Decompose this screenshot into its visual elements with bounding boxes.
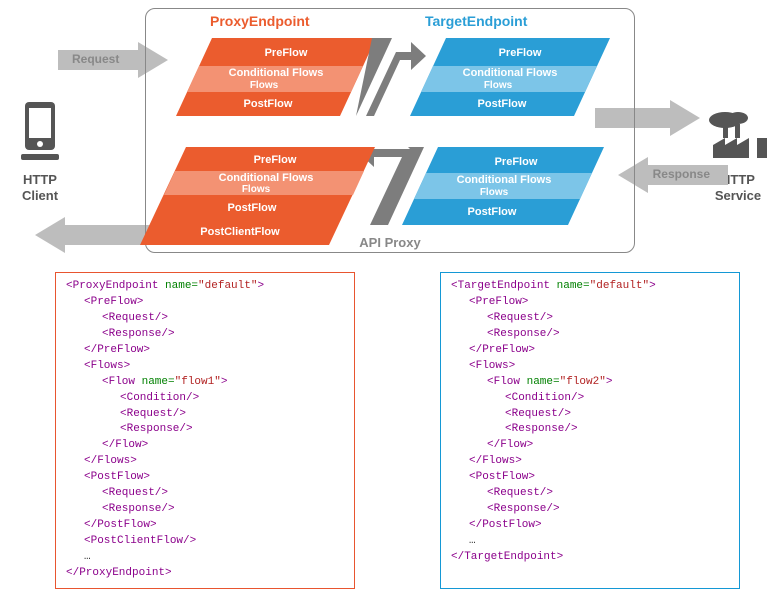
target-response-block: PreFlow Conditional Flows Flows PostFlow bbox=[402, 147, 604, 225]
svg-text:Conditional Flows: Conditional Flows bbox=[229, 67, 324, 79]
svg-text:Conditional Flows: Conditional Flows bbox=[457, 174, 552, 186]
svg-text:PreFlow: PreFlow bbox=[254, 154, 297, 166]
svg-text:Flows: Flows bbox=[250, 80, 279, 91]
svg-text:PreFlow: PreFlow bbox=[265, 47, 308, 59]
svg-text:PostFlow: PostFlow bbox=[468, 206, 517, 218]
svg-text:PostFlow: PostFlow bbox=[244, 98, 293, 110]
request-label: Request bbox=[72, 52, 119, 66]
response-label: Response bbox=[653, 167, 710, 181]
svg-text:Flows: Flows bbox=[242, 184, 271, 195]
proxy-endpoint-code: <ProxyEndpoint name="default"> <PreFlow>… bbox=[55, 272, 355, 589]
svg-text:PostFlow: PostFlow bbox=[228, 202, 277, 214]
svg-text:Flows: Flows bbox=[480, 187, 509, 198]
flow-diagram: HTTPClient HTTPService Request bbox=[0, 0, 783, 260]
svg-text:Flows: Flows bbox=[484, 80, 513, 91]
svg-text:Conditional Flows: Conditional Flows bbox=[463, 67, 558, 79]
svg-text:PostFlow: PostFlow bbox=[478, 98, 527, 110]
svg-text:PostClientFlow: PostClientFlow bbox=[200, 226, 280, 238]
proxy-endpoint-header: ProxyEndpoint bbox=[210, 13, 310, 29]
code-section: <ProxyEndpoint name="default"> <PreFlow>… bbox=[55, 272, 755, 589]
diagram-root: HTTPClient HTTPService Request bbox=[0, 0, 783, 545]
target-endpoint-header: TargetEndpoint bbox=[425, 13, 527, 29]
proxy-response-block: PreFlow Conditional Flows Flows PostFlow… bbox=[140, 147, 375, 245]
svg-text:Conditional Flows: Conditional Flows bbox=[219, 172, 314, 184]
target-request-block: PreFlow Conditional Flows Flows PostFlow bbox=[410, 38, 610, 116]
svg-text:PreFlow: PreFlow bbox=[499, 47, 542, 59]
http-client: HTTPClient bbox=[10, 100, 70, 203]
proxy-request-block: PreFlow Conditional Flows Flows PostFlow bbox=[176, 38, 376, 116]
phone-icon bbox=[15, 100, 65, 165]
target-endpoint-code: <TargetEndpoint name="default"> <PreFlow… bbox=[440, 272, 740, 589]
svg-text:PreFlow: PreFlow bbox=[495, 156, 538, 168]
client-label: HTTPClient bbox=[10, 172, 70, 203]
